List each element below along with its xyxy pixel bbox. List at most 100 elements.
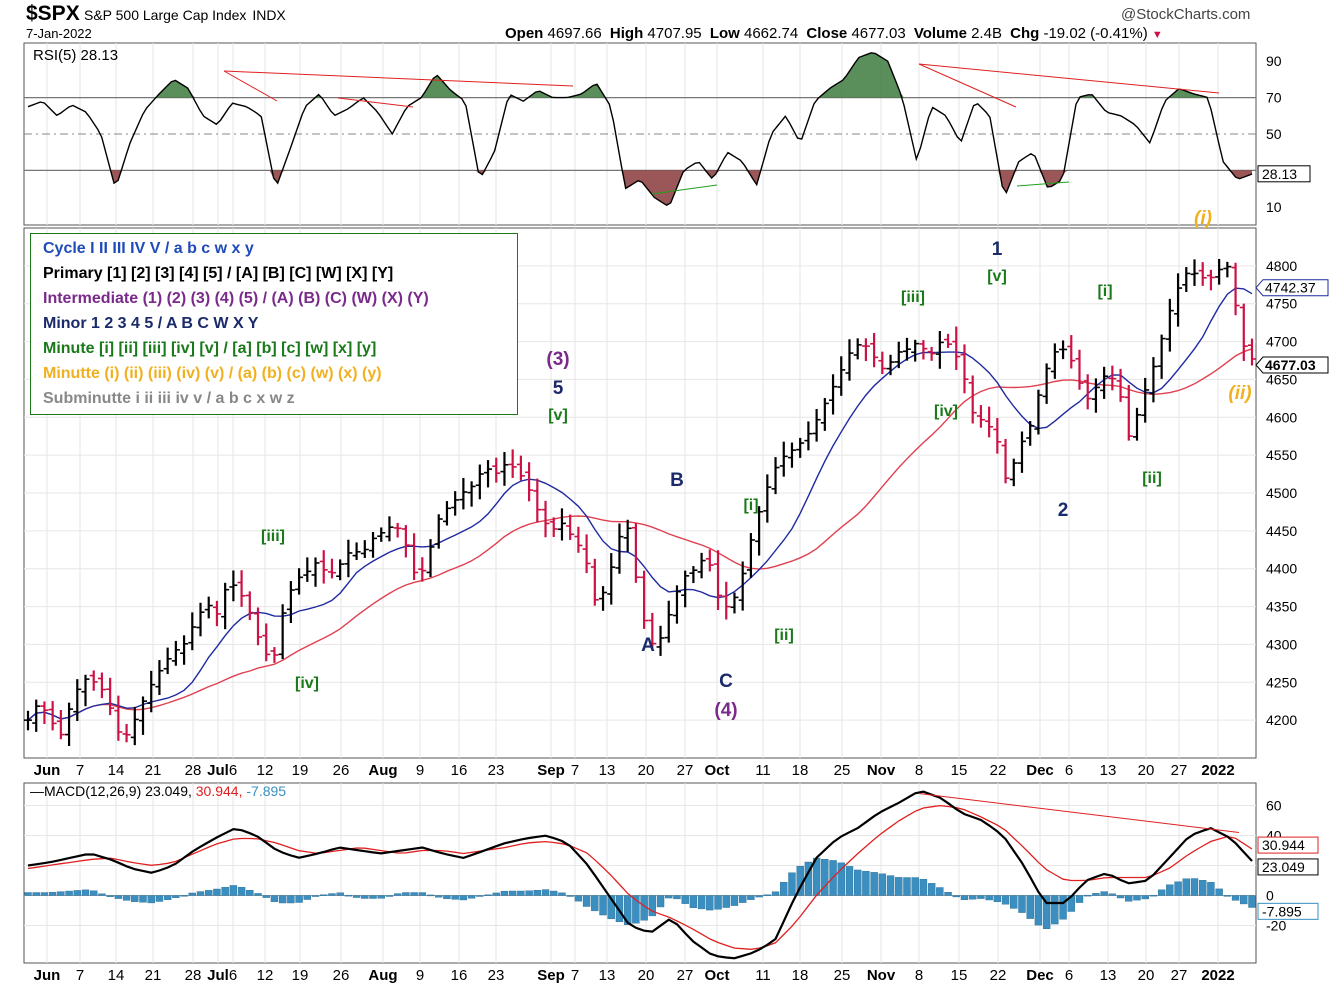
macd-last-value-tag — [1257, 836, 1319, 854]
macd-last-value-text: 30.944 — [1262, 837, 1305, 853]
macd-x-tick-label: 27 — [677, 967, 694, 984]
ohlc-bar — [254, 607, 263, 646]
price-x-tick-label: 25 — [834, 762, 851, 779]
macd-histogram-bar — [172, 895, 180, 898]
wave-label: [iii] — [901, 289, 925, 306]
macd-x-tick-label: 13 — [599, 967, 616, 984]
price-y-tick-label: 4350 — [1266, 599, 1297, 615]
rsi-trendline — [1016, 181, 1070, 187]
macd-x-tick-label: 13 — [1100, 967, 1117, 984]
macd-histogram-bar — [1042, 895, 1051, 929]
ohlc-bar — [451, 491, 460, 516]
ohlc-bar — [369, 531, 378, 558]
ohlc-bar — [1174, 273, 1183, 327]
macd-histogram-bar — [895, 877, 903, 896]
wave-label: [v] — [987, 268, 1007, 285]
price-x-tick-label: 13 — [599, 762, 616, 779]
rsi-y-tick-label: 50 — [1266, 126, 1282, 142]
ohlc-bar — [672, 585, 681, 624]
ohlc-bar — [434, 514, 443, 549]
macd-histogram-bar — [188, 892, 196, 896]
ohlc-bar — [952, 326, 961, 370]
wave-label: [v] — [548, 407, 568, 424]
macd-histogram-bar — [944, 891, 952, 896]
rsi-oversold-fill — [28, 170, 1252, 206]
macd-x-tick-label: Oct — [704, 967, 729, 984]
ohlc-bar — [180, 635, 189, 665]
ohlc-bar — [1231, 262, 1240, 316]
ohlc-bar — [1215, 258, 1224, 285]
ohlc-bar — [944, 333, 953, 348]
macd-histogram-bar — [98, 893, 106, 896]
macd-histogram-bar — [1018, 895, 1026, 913]
macd-histogram-bar — [65, 890, 73, 896]
macd-x-tick-label: 28 — [185, 967, 202, 984]
ohlc-bar — [360, 540, 369, 558]
ohlc-bar — [442, 501, 451, 526]
rsi-trendline — [223, 70, 278, 102]
index-name: S&P 500 Large Cap Index — [84, 7, 247, 23]
macd-histogram-bar — [878, 873, 887, 896]
macd-histogram-bar — [656, 895, 665, 908]
macd-histogram-bar — [517, 890, 525, 896]
macd-histogram-bar — [968, 895, 977, 900]
ohlc-bar — [97, 672, 106, 699]
macd-histogram-bar — [418, 892, 427, 896]
macd-histogram-bar — [270, 895, 279, 902]
macd-x-tick-label: Jul — [207, 967, 229, 984]
ohlc-bar — [122, 723, 131, 743]
price-x-tick-label: 14 — [108, 762, 125, 779]
price-x-tick-label: 19 — [292, 762, 309, 779]
ohlc-bar — [278, 604, 287, 660]
macd-x-tick-label: 21 — [145, 967, 162, 984]
ohlc-bar — [484, 460, 493, 488]
ohlc-bar — [1223, 261, 1232, 278]
macd-x-tick-label: 16 — [451, 967, 468, 984]
macd-x-tick-label: 8 — [915, 967, 923, 984]
price-x-tick-label: 23 — [488, 762, 505, 779]
ohlc-bar — [648, 612, 657, 648]
ohlc-bar — [492, 457, 501, 483]
ohlc-bar — [820, 398, 829, 431]
ohlc-bar — [475, 464, 484, 500]
macd-x-tick-label: 27 — [1171, 967, 1188, 984]
ohlc-bar — [599, 586, 608, 611]
macd-x-tick-label: 12 — [257, 967, 274, 984]
macd-histogram-bar — [985, 895, 993, 901]
macd-histogram-bar — [106, 895, 114, 897]
ohlc-bar — [730, 592, 739, 614]
ohlc-bar — [746, 533, 755, 578]
ohlc-bar — [894, 341, 903, 369]
macd-histogram-bar — [853, 869, 862, 896]
price-x-tick-label: 9 — [416, 762, 424, 779]
macd-histogram-bar — [911, 877, 919, 896]
macd-histogram-bar — [57, 891, 65, 896]
chart-date: 7-Jan-2022 — [26, 26, 92, 41]
macd-histogram-bar — [229, 885, 238, 896]
ohlc-bar — [796, 437, 805, 458]
price-x-tick-label: 7 — [76, 762, 84, 779]
legend-primary: Primary [1] [2] [3] [4] [5] / [A] [B] [C… — [43, 265, 394, 282]
ma-fast-line — [27, 287, 1253, 721]
ohlc-bar — [615, 523, 624, 574]
macd-histogram-bar — [213, 888, 221, 896]
macd-histogram-bar — [1125, 895, 1133, 902]
macd-panel-frame — [23, 782, 1257, 964]
macd-histogram-bar — [566, 895, 574, 897]
macd-histogram-bar — [977, 895, 985, 899]
price-last-value-text: 4677.03 — [1265, 357, 1316, 373]
macd-histogram-bar — [1026, 895, 1034, 919]
ohlc-bar — [738, 561, 747, 611]
ohlc-bar — [1100, 366, 1109, 399]
macd-histogram-bar — [320, 894, 328, 896]
macd-x-tick-label: 22 — [990, 967, 1007, 984]
macd-histogram-bar — [591, 895, 599, 912]
wave-label: [ii] — [774, 627, 794, 644]
macd-histogram-bar — [582, 895, 591, 907]
macd-last-value-tag — [1257, 902, 1319, 920]
macd-x-tick-label: 7 — [76, 967, 84, 984]
ohlc-bar — [81, 674, 90, 707]
macd-last-value-text: 23.049 — [1262, 859, 1305, 875]
price-last-value-text: 4742.37 — [1265, 280, 1316, 296]
wave-label: 2 — [1058, 500, 1069, 521]
